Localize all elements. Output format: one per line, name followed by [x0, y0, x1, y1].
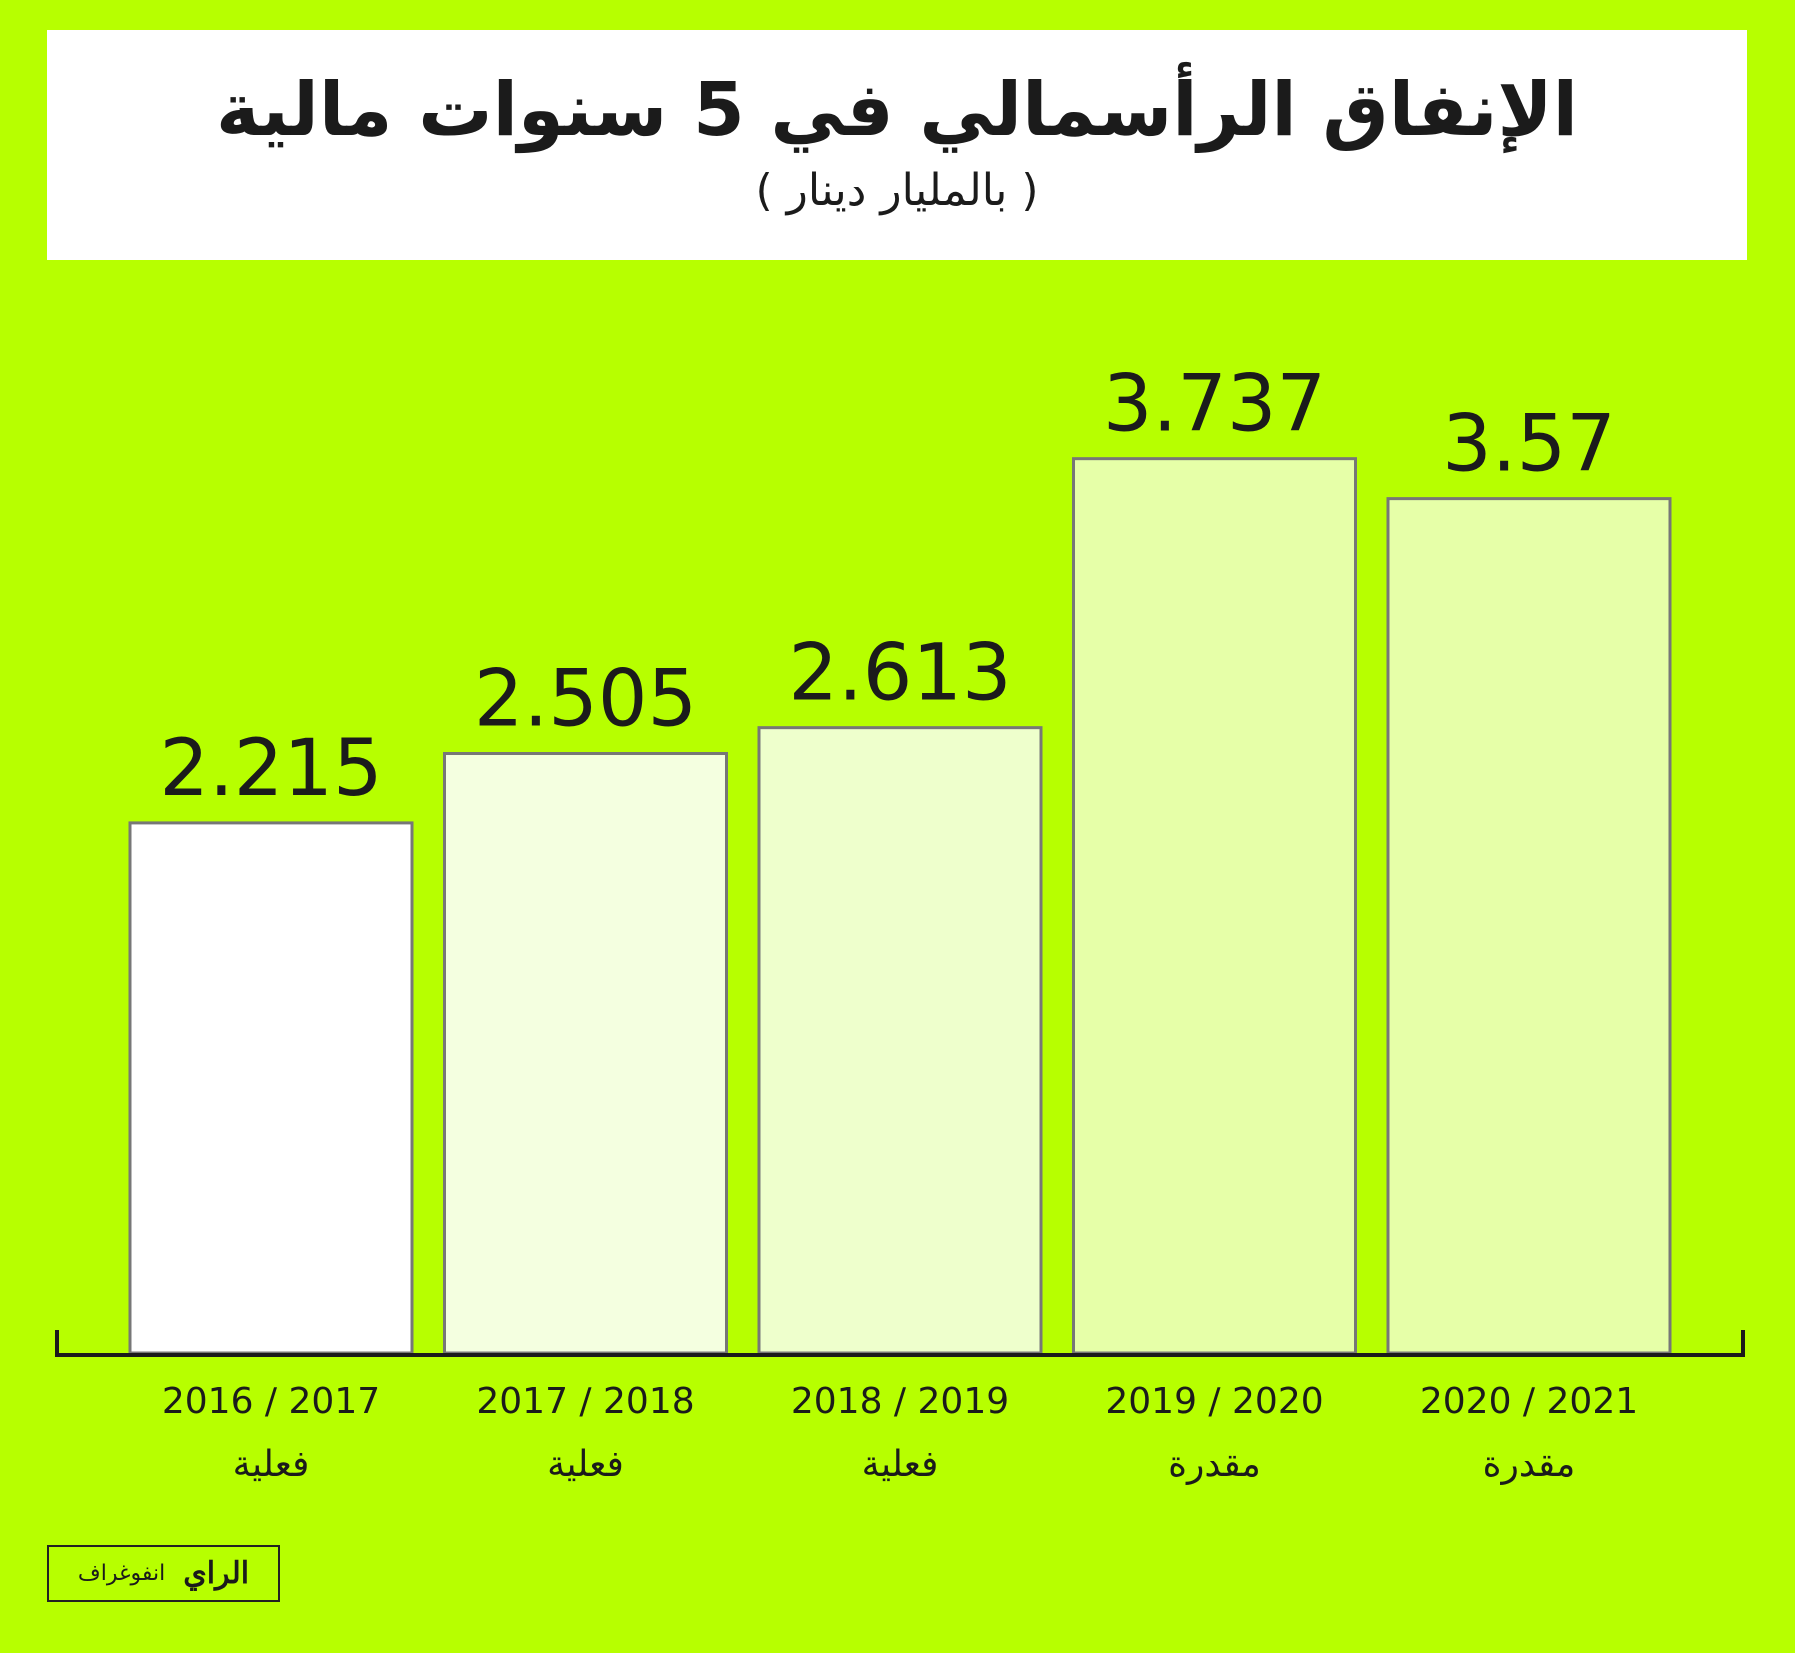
category-note: مقدرة [1483, 1444, 1576, 1485]
chart-subtitle: ( بالمليار دينار ) [755, 165, 1039, 217]
x-tick-label: 2017 / 2018 [476, 1381, 694, 1422]
bar [757, 726, 1043, 1355]
bar [128, 821, 414, 1355]
data-label: 2.505 [474, 655, 697, 745]
x-tick-label: 2020 / 2021 [1420, 1381, 1638, 1422]
credit-label: انفوغراف [77, 1561, 166, 1586]
chart-title: الإنفاق الرأسمالي في 5 سنوات مالية [215, 67, 1579, 153]
data-label: 2.613 [788, 629, 1011, 719]
category-note: فعلية [233, 1444, 310, 1485]
category-note: فعلية [862, 1444, 939, 1485]
x-tick-label: 2016 / 2017 [162, 1381, 380, 1422]
bar [1072, 457, 1357, 1355]
data-label: 3.737 [1103, 360, 1326, 450]
bar [443, 752, 728, 1355]
alrai-logo: الراي [183, 1556, 250, 1591]
credit-box: انفوغراف الراي [47, 1545, 280, 1602]
category-note: مقدرة [1168, 1444, 1261, 1485]
x-tick-label: 2019 / 2020 [1105, 1381, 1323, 1422]
data-label: 2.215 [159, 724, 382, 814]
data-label: 3.57 [1442, 400, 1616, 490]
title-box: الإنفاق الرأسمالي في 5 سنوات مالية ( بال… [47, 30, 1747, 260]
category-note: فعلية [547, 1444, 624, 1485]
bar [1386, 497, 1672, 1355]
x-tick-label: 2018 / 2019 [791, 1381, 1009, 1422]
